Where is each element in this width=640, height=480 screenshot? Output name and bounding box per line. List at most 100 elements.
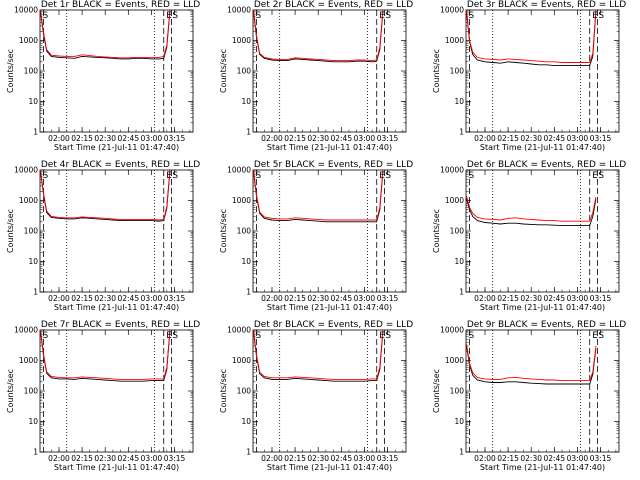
interval-marker: S xyxy=(172,171,178,181)
interval-marker: E xyxy=(166,11,172,21)
x-tick-label: 03:15 xyxy=(590,454,612,463)
x-tick-label: 02:15 xyxy=(284,454,306,463)
series-line-lld xyxy=(253,329,384,380)
x-tick-label: 02:30 xyxy=(307,294,329,303)
x-tick-label: 02:00 xyxy=(261,294,283,303)
y-tick-label: 100 xyxy=(24,387,39,396)
x-tick-label: 03:00 xyxy=(354,134,376,143)
x-tick-label: 02:45 xyxy=(330,454,352,463)
y-tick-label: 1 xyxy=(246,288,251,297)
series-line-lld xyxy=(40,169,171,221)
y-tick-label: 10 xyxy=(28,417,38,426)
y-tick-label: 1 xyxy=(33,128,38,137)
interval-marker: S xyxy=(598,171,604,181)
y-axis-label: Counts/sec xyxy=(6,369,15,413)
x-tick-label: 02:00 xyxy=(474,454,496,463)
chart-svg: Det 9r BLACK = Events, RED = LLD 1 10 100 10… xyxy=(432,320,626,472)
x-tick-label: 03:00 xyxy=(354,454,376,463)
x-tick-label: 03:00 xyxy=(354,294,376,303)
interval-marker: S xyxy=(256,11,262,21)
x-axis-label: Start Time (21-Jul-11 01:47:40) xyxy=(54,463,179,472)
x-tick-label: 03:15 xyxy=(377,134,399,143)
y-tick-label: 1000 xyxy=(445,356,464,365)
y-tick-label: 1 xyxy=(459,448,464,457)
chart-svg: Det 6r BLACK = Events, RED = LLD 1 10 100 10… xyxy=(432,160,626,312)
x-tick-label: 03:15 xyxy=(164,134,186,143)
x-tick-label: 02:45 xyxy=(117,454,139,463)
x-tick-label: 02:00 xyxy=(474,294,496,303)
interval-marker: S xyxy=(385,171,391,181)
y-tick-label: 100 xyxy=(24,67,39,76)
plot-frame xyxy=(465,9,620,133)
interval-marker: E xyxy=(379,11,385,21)
y-tick-label: 10000 xyxy=(14,326,38,335)
x-tick-label: 02:15 xyxy=(497,294,519,303)
y-tick-label: 1 xyxy=(33,288,38,297)
series-line-events xyxy=(40,171,171,222)
y-tick-label: 1 xyxy=(33,448,38,457)
y-axis-label: Counts/sec xyxy=(219,49,228,93)
series-line-events xyxy=(40,11,171,60)
chart-title: Det 5r BLACK = Events, RED = LLD xyxy=(254,160,413,170)
x-axis-label: Start Time (21-Jul-11 01:47:40) xyxy=(54,303,179,312)
x-tick-label: 03:15 xyxy=(377,454,399,463)
detector-panel: Det 7r BLACK = Events, RED = LLD 1 10 100 10… xyxy=(0,320,213,480)
y-tick-label: 10 xyxy=(454,417,464,426)
interval-marker: S xyxy=(172,331,178,341)
y-tick-label: 1 xyxy=(246,448,251,457)
detector-panel: Det 3r BLACK = Events, RED = LLD 1 10 100 10… xyxy=(426,0,639,160)
y-tick-label: 100 xyxy=(450,67,465,76)
x-tick-label: 02:00 xyxy=(48,454,70,463)
chart-svg: Det 4r BLACK = Events, RED = LLD 1 10 100 10… xyxy=(6,160,200,312)
y-tick-label: 10 xyxy=(454,97,464,106)
x-tick-label: 02:45 xyxy=(543,134,565,143)
x-tick-label: 02:30 xyxy=(94,134,116,143)
series-line-events xyxy=(253,171,384,223)
series-line-events xyxy=(40,331,171,382)
detector-panel: Det 5r BLACK = Events, RED = LLD 1 10 100 10… xyxy=(213,160,426,320)
series-line-lld xyxy=(253,9,384,62)
detector-panel: Det 8r BLACK = Events, RED = LLD 1 10 100 10… xyxy=(213,320,426,480)
x-tick-label: 03:00 xyxy=(141,134,163,143)
chart-svg: Det 3r BLACK = Events, RED = LLD 1 10 100 10… xyxy=(432,0,626,152)
y-tick-label: 1000 xyxy=(19,356,38,365)
x-tick-label: 02:00 xyxy=(261,134,283,143)
series-line-lld xyxy=(40,9,171,59)
x-axis-label: Start Time (21-Jul-11 01:47:40) xyxy=(267,303,392,312)
y-tick-label: 10 xyxy=(454,257,464,266)
x-tick-label: 02:15 xyxy=(497,134,519,143)
y-tick-label: 10 xyxy=(28,97,38,106)
detector-panel: Det 2r BLACK = Events, RED = LLD 1 10 100 10… xyxy=(213,0,426,160)
x-tick-label: 03:15 xyxy=(590,294,612,303)
series-line-lld xyxy=(466,195,597,222)
y-tick-label: 1000 xyxy=(19,36,38,45)
x-tick-label: 02:00 xyxy=(48,134,70,143)
interval-marker: S xyxy=(469,331,475,341)
y-tick-label: 100 xyxy=(450,387,465,396)
x-tick-label: 03:00 xyxy=(567,134,589,143)
interval-marker: S xyxy=(469,171,475,181)
y-tick-label: 100 xyxy=(237,67,252,76)
interval-marker: S xyxy=(469,11,475,21)
chart-title: Det 8r BLACK = Events, RED = LLD xyxy=(254,320,413,330)
x-axis-label: Start Time (21-Jul-11 01:47:40) xyxy=(480,143,605,152)
plot-frame xyxy=(465,169,620,293)
x-axis-label: Start Time (21-Jul-11 01:47:40) xyxy=(267,143,392,152)
plot-frame xyxy=(252,169,407,293)
y-tick-label: 10000 xyxy=(440,6,464,15)
x-tick-label: 02:45 xyxy=(330,294,352,303)
y-tick-label: 1000 xyxy=(232,356,251,365)
interval-marker: S xyxy=(43,331,49,341)
series-line-events xyxy=(466,11,597,67)
y-tick-label: 100 xyxy=(237,387,252,396)
y-tick-label: 10000 xyxy=(227,326,251,335)
y-tick-label: 100 xyxy=(450,227,465,236)
plot-frame xyxy=(252,9,407,133)
chart-svg: Det 7r BLACK = Events, RED = LLD 1 10 100 10… xyxy=(6,320,200,472)
interval-marker: E xyxy=(379,171,385,181)
chart-title: Det 9r BLACK = Events, RED = LLD xyxy=(467,320,626,330)
y-tick-label: 1000 xyxy=(19,196,38,205)
x-tick-label: 02:00 xyxy=(48,294,70,303)
chart-svg: Det 1r BLACK = Events, RED = LLD 1 10 100 10… xyxy=(6,0,200,152)
x-tick-label: 02:45 xyxy=(117,134,139,143)
